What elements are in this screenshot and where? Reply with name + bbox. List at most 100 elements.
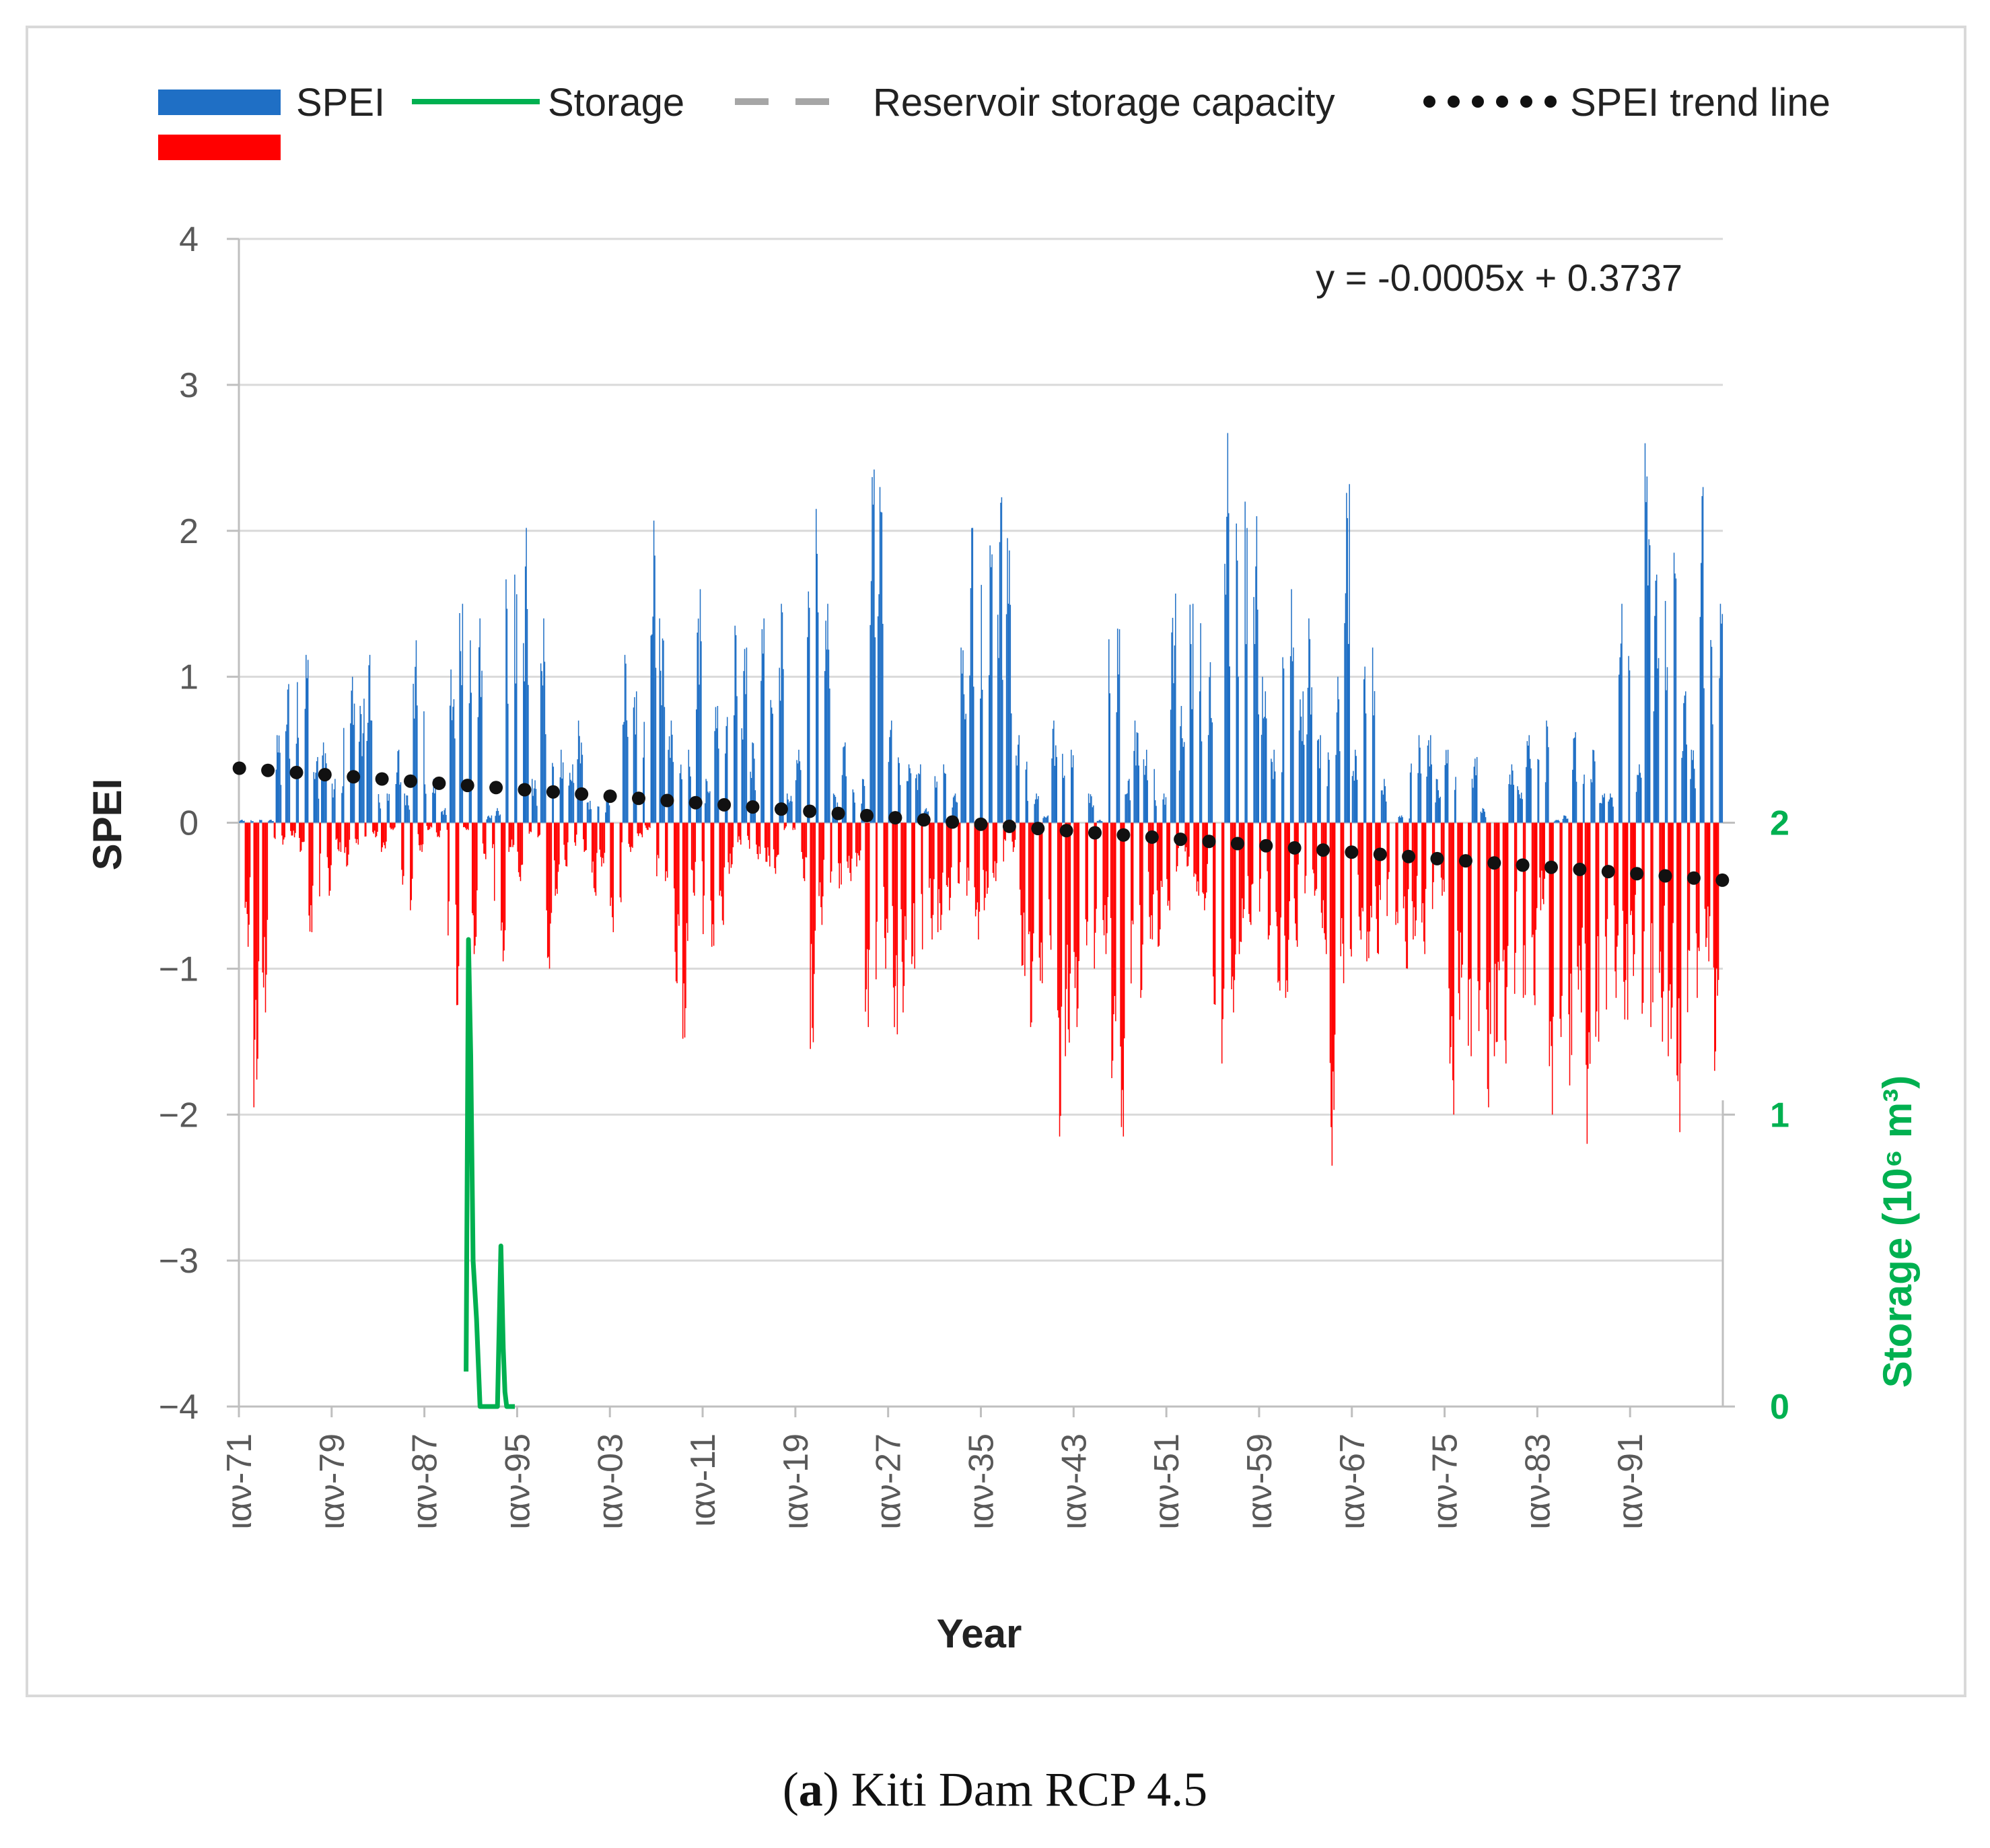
spei-bar xyxy=(362,733,364,823)
spei-bar xyxy=(766,822,768,862)
spei-bar xyxy=(721,822,723,921)
spei-bar xyxy=(568,785,570,823)
spei-bar xyxy=(1326,786,1328,823)
spei-bar xyxy=(1602,797,1604,823)
spei-bar xyxy=(1551,822,1552,1046)
spei-bar xyxy=(1641,822,1643,1014)
y-tick-label: 1 xyxy=(179,658,199,697)
spei-bar xyxy=(1590,779,1592,823)
spei-bar xyxy=(1341,822,1343,919)
spei-bar xyxy=(851,822,853,859)
spei-bar xyxy=(932,822,934,915)
spei-bar xyxy=(1455,777,1456,823)
x-tick-label: ιαν-59 xyxy=(1240,1433,1279,1530)
spei-bar xyxy=(1258,714,1260,823)
spei-bar xyxy=(1005,614,1007,823)
spei-bar xyxy=(1415,822,1417,921)
spei-bar xyxy=(1131,822,1132,984)
spei-bar xyxy=(917,789,919,823)
spei-bar xyxy=(1104,822,1106,905)
spei-bar xyxy=(1584,774,1585,823)
spei-bar xyxy=(737,822,739,843)
spei-bar xyxy=(1715,822,1717,969)
spei-bar xyxy=(1134,720,1136,823)
spei-bar xyxy=(1163,793,1165,823)
spei-bar xyxy=(308,822,310,916)
spei-bar xyxy=(1269,822,1271,926)
spei-bar xyxy=(351,676,353,823)
spei-bar xyxy=(1666,667,1668,823)
spei-bar xyxy=(783,669,784,823)
spei-bar xyxy=(1345,593,1347,823)
spei-bar xyxy=(870,581,872,823)
spei-bar xyxy=(1075,822,1077,957)
spei-bar xyxy=(321,777,322,823)
trend-dot xyxy=(1287,841,1302,855)
spei-bar xyxy=(881,512,883,823)
spei-bar xyxy=(1693,750,1695,823)
spei-bar xyxy=(1628,655,1629,823)
spei-bar xyxy=(951,822,952,867)
spei-bar xyxy=(393,822,395,829)
spei-bar xyxy=(761,629,763,823)
spei-bar xyxy=(1600,802,1602,823)
x-tick-label: ιαν-03 xyxy=(591,1433,630,1530)
spei-bar xyxy=(906,781,908,823)
spei-bar xyxy=(1298,730,1300,823)
spei-bar xyxy=(1663,822,1664,992)
trend-dot xyxy=(518,783,532,797)
spei-bar xyxy=(930,822,932,919)
spei-bar xyxy=(1642,822,1644,1003)
spei-bar xyxy=(877,616,879,823)
spei-bar xyxy=(415,666,416,823)
spei-bar xyxy=(859,822,861,861)
spei-bar xyxy=(555,822,557,889)
y-tick-label: 0 xyxy=(179,804,199,843)
spei-bar xyxy=(940,822,941,930)
spei-bar xyxy=(510,822,511,847)
spei-bar xyxy=(1168,822,1170,901)
spei-bar xyxy=(718,748,719,823)
spei-bar xyxy=(1001,497,1003,823)
spei-bar xyxy=(1258,822,1260,912)
spei-bar xyxy=(384,822,386,849)
spei-bar xyxy=(577,720,579,823)
spei-bar xyxy=(750,778,752,823)
spei-bar xyxy=(762,653,764,823)
spei-bar xyxy=(476,822,478,891)
spei-bar xyxy=(581,742,582,823)
spei-bar xyxy=(948,822,950,878)
spei-bar xyxy=(1156,822,1158,891)
spei-bar xyxy=(1213,822,1215,1005)
spei-bar xyxy=(1474,758,1476,823)
spei-bar xyxy=(639,822,640,834)
spei-bar xyxy=(1562,818,1564,823)
spei-bar xyxy=(239,821,240,823)
spei-bar xyxy=(268,821,269,823)
spei-bar xyxy=(1348,643,1349,823)
spei-bar xyxy=(1356,779,1358,823)
spei-bar xyxy=(1167,822,1169,906)
spei-bar xyxy=(1699,616,1701,823)
spei-bar xyxy=(279,752,281,823)
spei-bar xyxy=(910,773,912,823)
spei-bar xyxy=(471,822,473,913)
spei-bar xyxy=(1355,750,1356,823)
spei-bar xyxy=(1293,647,1294,823)
spei-bar xyxy=(1522,799,1523,823)
spei-bar xyxy=(244,820,245,823)
spei-bar xyxy=(346,822,347,867)
spei-bar xyxy=(1052,728,1054,823)
spei-bar xyxy=(1564,815,1566,823)
spei-bar xyxy=(843,746,845,823)
spei-bar xyxy=(1335,754,1337,823)
spei-bar xyxy=(858,822,859,856)
spei-bar xyxy=(403,822,404,876)
spei-bar xyxy=(808,591,810,823)
spei-bar xyxy=(343,727,345,823)
spei-bar xyxy=(1024,822,1026,976)
spei-bar xyxy=(485,822,487,859)
spei-bar xyxy=(807,637,808,823)
spei-bar xyxy=(422,822,424,845)
spei-bar xyxy=(602,822,604,858)
